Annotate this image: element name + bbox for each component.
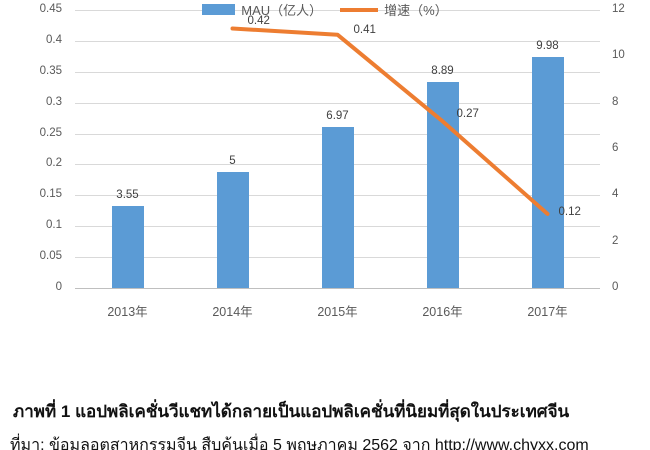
bar-value-label: 5 — [229, 155, 236, 168]
gridline — [75, 71, 600, 73]
bar-value-label: 6.97 — [326, 109, 349, 122]
y-axis-left-tick-label: 0.05 — [39, 250, 62, 263]
bar-2015年 — [321, 126, 354, 288]
line-value-label: 0.42 — [247, 14, 270, 27]
y-axis-right-tick-label: 6 — [612, 142, 619, 154]
y-axis-left-tick-label: 0.4 — [46, 33, 62, 46]
bar-2016年 — [426, 82, 459, 288]
y-axis-right-tick-label: 0 — [612, 281, 619, 293]
line-value-label: 0.41 — [353, 23, 376, 36]
x-axis-label-2013年: 2013年 — [107, 305, 148, 319]
gridline — [75, 10, 600, 11]
y-axis-right-tick-label: 10 — [612, 49, 625, 62]
y-axis-right-tick-label: 12 — [612, 3, 625, 15]
bar-2014年 — [216, 172, 249, 288]
gridline — [75, 40, 600, 42]
x-axis-line — [75, 288, 600, 289]
bar-value-label: 9.98 — [536, 39, 559, 52]
y-axis-left-tick-label: 0.2 — [46, 157, 62, 170]
x-axis-label-2014年: 2014年 — [212, 305, 253, 319]
chart-legend: MAU（亿人） 增速（%） — [0, 0, 650, 19]
y-axis-left-tick-label: 0.45 — [39, 3, 62, 15]
y-axis-left-tick-label: 0.3 — [46, 95, 62, 108]
figure-caption-title: ภาพที่ 1 แอปพลิเคชั่นวีแชทได้กลายเป็นแอป… — [13, 402, 570, 421]
x-axis-label-2017年: 2017年 — [527, 305, 568, 319]
bar-2017年 — [531, 56, 564, 288]
legend-bar-label: MAU（亿人） — [241, 3, 323, 18]
x-axis-label-2016年: 2016年 — [422, 305, 463, 319]
y-axis-right-tick-label: 2 — [612, 234, 619, 247]
line-value-label: 0.27 — [456, 108, 479, 121]
figure-caption-source: ที่มา: ข้อมูลอุตสาหกรรมจีน สืบค้นเมื่อ 5… — [10, 437, 589, 450]
legend-line-swatch — [340, 7, 379, 12]
y-axis-left-tick-label: 0.35 — [39, 64, 62, 77]
y-axis-right-tick-label: 4 — [612, 188, 619, 201]
x-axis-label-2015年: 2015年 — [317, 305, 358, 319]
bar-2013年 — [111, 205, 144, 288]
legend-line-label: 增速（%） — [384, 3, 448, 18]
bar-value-label: 3.55 — [116, 188, 139, 201]
gridline — [75, 102, 600, 104]
legend-bar-swatch — [202, 4, 236, 15]
line-value-label: 0.12 — [558, 205, 581, 218]
y-axis-left-tick-label: 0.25 — [39, 126, 62, 139]
y-axis-left-tick-label: 0.15 — [39, 188, 62, 201]
y-axis-left-tick-label: 0.1 — [46, 219, 62, 232]
y-axis-right-tick-label: 8 — [612, 95, 619, 108]
bar-value-label: 8.89 — [431, 65, 454, 78]
y-axis-left-tick-label: 0 — [55, 281, 62, 293]
